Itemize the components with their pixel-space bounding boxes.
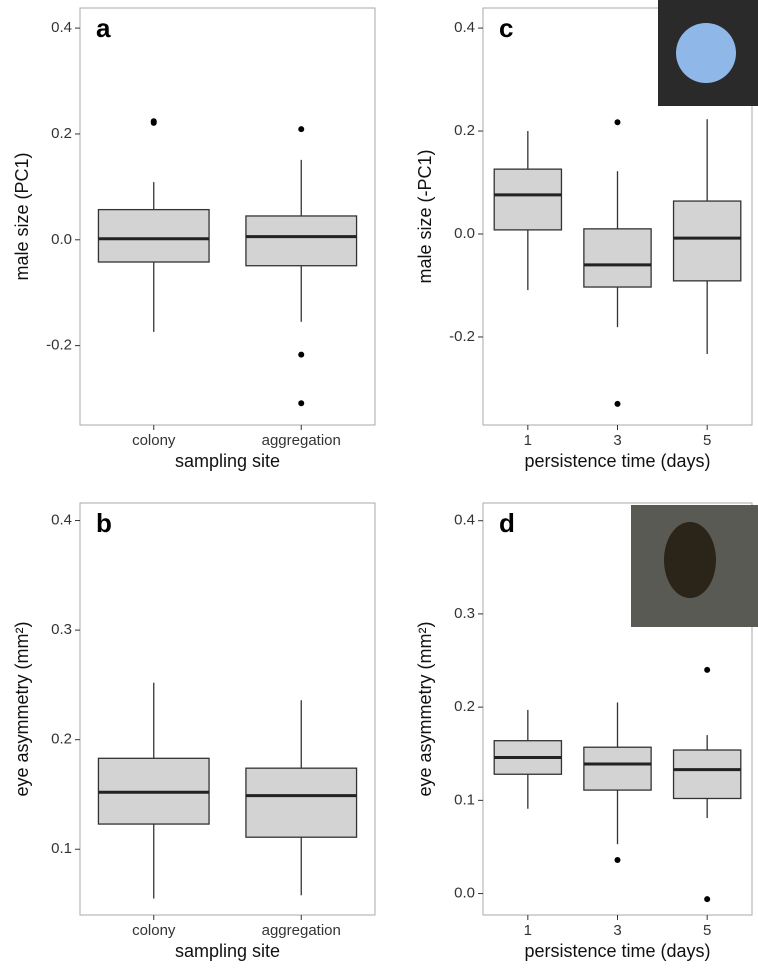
y-tick-label: 0.4	[51, 19, 72, 36]
y-tick-label: -0.2	[449, 328, 475, 345]
x-tick-label: 3	[613, 922, 621, 939]
outlier	[614, 857, 621, 864]
panel-border	[79, 502, 376, 916]
y-tick-label: 0.2	[51, 731, 72, 748]
outlier	[150, 118, 157, 125]
x-axis-label: persistence time (days)	[524, 451, 710, 471]
outlier	[704, 666, 711, 673]
box	[245, 215, 358, 267]
y-tick-label: 0.4	[454, 512, 475, 529]
y-tick-label: 0.0	[454, 225, 475, 242]
y-tick-label: 0.2	[51, 125, 72, 142]
x-tick-label: colony	[132, 922, 176, 939]
panel-label: b	[96, 508, 112, 538]
box	[493, 168, 563, 231]
outlier	[298, 351, 305, 358]
photo-d-detail	[664, 522, 716, 598]
box	[97, 208, 210, 263]
y-tick-label: 0.1	[51, 840, 72, 857]
photo-c-detail	[676, 23, 736, 83]
box	[672, 749, 742, 800]
x-tick-label: 5	[703, 922, 711, 939]
outlier	[298, 126, 305, 133]
y-tick-label: 0.0	[51, 231, 72, 248]
outlier	[298, 400, 305, 407]
y-axis-label: male size (PC1)	[12, 152, 32, 280]
y-axis-label: male size (-PC1)	[415, 149, 435, 283]
x-tick-label: aggregation	[262, 432, 341, 449]
panel-label: a	[96, 13, 111, 43]
y-tick-label: -0.2	[46, 337, 72, 354]
y-tick-label: 0.0	[454, 885, 475, 902]
x-tick-label: 1	[524, 922, 532, 939]
box	[583, 746, 652, 791]
y-tick-label: 0.2	[454, 122, 475, 139]
x-axis-label: sampling site	[175, 451, 280, 471]
box	[672, 200, 742, 282]
photos	[631, 0, 758, 627]
x-tick-label: 3	[613, 432, 621, 449]
x-axis-label: sampling site	[175, 941, 280, 961]
x-axis-label: persistence time (days)	[524, 941, 710, 961]
y-tick-label: 0.1	[454, 791, 475, 808]
y-tick-label: 0.3	[51, 621, 72, 638]
x-tick-label: colony	[132, 432, 176, 449]
y-tick-label: 0.4	[454, 19, 475, 36]
outlier	[614, 119, 621, 126]
panel-label: d	[499, 508, 515, 538]
y-tick-label: 0.2	[454, 698, 475, 715]
box	[583, 228, 652, 288]
outlier	[704, 896, 711, 903]
outlier	[614, 400, 621, 407]
x-tick-label: aggregation	[262, 922, 341, 939]
panel-label: c	[499, 13, 513, 43]
y-tick-label: 0.4	[51, 512, 72, 529]
box	[245, 767, 358, 838]
y-axis-label: eye asymmetry (mm²)	[415, 622, 435, 797]
x-tick-label: 1	[524, 432, 532, 449]
y-axis-label: eye asymmetry (mm²)	[12, 622, 32, 797]
y-tick-label: 0.3	[454, 605, 475, 622]
x-tick-label: 5	[703, 432, 711, 449]
